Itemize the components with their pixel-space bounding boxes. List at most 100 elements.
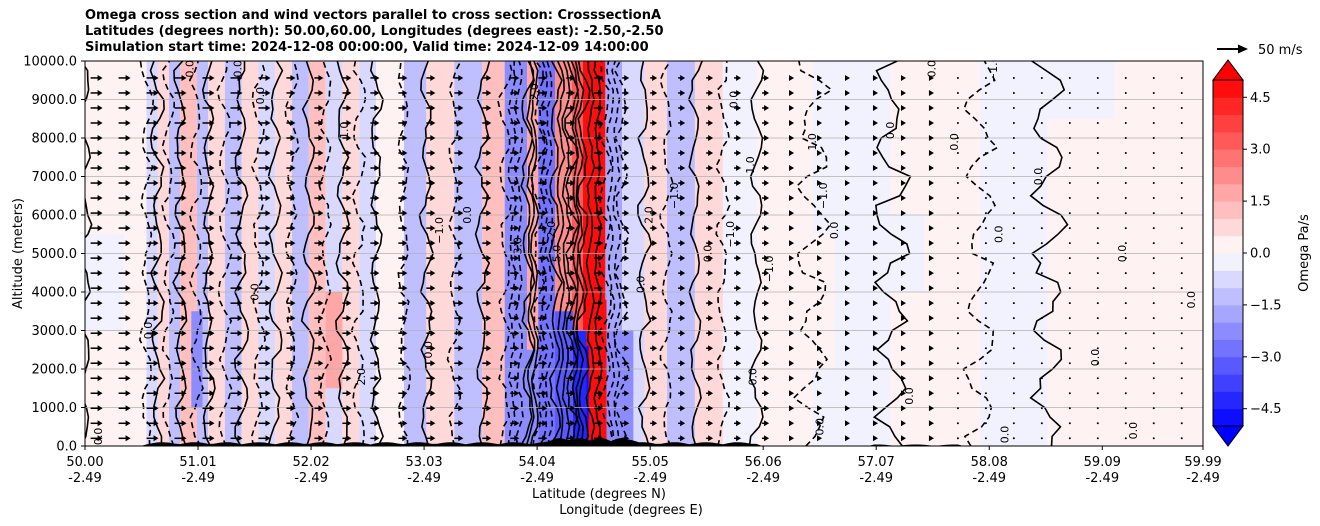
wind-vector-head-191 bbox=[290, 195, 296, 202]
wind-vector-head-288 bbox=[402, 240, 408, 247]
wind-vector-head-383 bbox=[514, 315, 520, 322]
wind-vector-912 bbox=[1096, 257, 1099, 260]
wind-vector-927 bbox=[1124, 407, 1127, 410]
contour-label-32: 0.0 bbox=[903, 387, 916, 405]
wind-vector-head-341 bbox=[458, 195, 464, 202]
wind-vector-head-36 bbox=[125, 270, 131, 277]
wind-vector-849 bbox=[1012, 76, 1015, 79]
wind-vector-head-252 bbox=[374, 405, 380, 412]
wind-vector-head-725 bbox=[900, 435, 906, 442]
contour-line-29 bbox=[544, 61, 555, 446]
wind-vector-941 bbox=[1124, 197, 1127, 200]
wind-vector-955 bbox=[1152, 362, 1155, 365]
wind-vector-head-104 bbox=[209, 375, 215, 382]
wind-vector-head-462 bbox=[598, 255, 604, 262]
wind-vector-head-753 bbox=[928, 390, 934, 397]
wind-vector-863 bbox=[1040, 242, 1043, 245]
wind-vector-head-392 bbox=[514, 180, 520, 187]
wind-vector-head-47 bbox=[125, 104, 131, 111]
wind-vector-head-516 bbox=[652, 195, 658, 202]
wind-vector-head-177 bbox=[290, 405, 296, 412]
wind-vector-897 bbox=[1068, 106, 1071, 109]
wind-vector-head-308 bbox=[430, 315, 436, 322]
wind-vector-head-589 bbox=[736, 225, 742, 232]
wind-vector-802 bbox=[984, 407, 987, 410]
wind-vector-940 bbox=[1124, 212, 1127, 215]
wind-vector-head-285 bbox=[402, 285, 408, 292]
wind-vector-951 bbox=[1152, 422, 1155, 425]
wind-vector-head-38 bbox=[125, 240, 131, 247]
wind-vector-861 bbox=[1040, 272, 1043, 275]
colorbar-extend-bottom bbox=[1212, 425, 1244, 447]
wind-vector-head-727 bbox=[900, 405, 906, 412]
wind-vector-957 bbox=[1152, 332, 1155, 335]
wind-vector-head-423 bbox=[542, 89, 548, 96]
wind-vector-926 bbox=[1124, 422, 1127, 425]
wind-vector-head-637 bbox=[789, 255, 795, 262]
wind-vector-head-742 bbox=[900, 180, 906, 187]
wind-vector-head-458 bbox=[598, 315, 604, 322]
wind-vector-818 bbox=[984, 167, 987, 170]
wind-vector-head-679 bbox=[845, 375, 851, 382]
wind-vector-head-237 bbox=[346, 255, 352, 262]
wind-vector-head-500 bbox=[652, 435, 658, 442]
wind-vector-head-239 bbox=[346, 225, 352, 232]
colorbar-segment-18 bbox=[1213, 97, 1243, 116]
wind-vector-head-257 bbox=[374, 330, 380, 337]
wind-vector-head-57 bbox=[153, 330, 159, 337]
wind-vector-head-605 bbox=[764, 360, 770, 367]
wind-vector-head-419 bbox=[542, 150, 548, 157]
wind-vector-head-81 bbox=[181, 345, 187, 352]
wind-vector-head-111 bbox=[209, 270, 215, 277]
wind-vector-843 bbox=[1012, 167, 1015, 170]
wind-vector-956 bbox=[1152, 347, 1155, 350]
wind-vector-head-115 bbox=[209, 210, 215, 217]
wind-vector-988 bbox=[1180, 242, 1183, 245]
wind-vector-965 bbox=[1152, 212, 1155, 215]
wind-vector-head-401 bbox=[542, 420, 548, 427]
wind-vector-head-276 bbox=[402, 420, 408, 427]
wind-vector-head-373 bbox=[486, 89, 492, 96]
wind-vector-head-592 bbox=[736, 180, 742, 187]
wind-vector-head-227 bbox=[346, 405, 352, 412]
wind-vector-head-292 bbox=[402, 180, 408, 187]
wind-vector-head-293 bbox=[402, 165, 408, 172]
wind-vector-865 bbox=[1040, 212, 1043, 215]
wind-vector-head-602 bbox=[764, 405, 770, 412]
wind-vector-head-53 bbox=[153, 390, 159, 397]
wind-vector-815 bbox=[984, 212, 987, 215]
wind-vector-head-178 bbox=[290, 390, 296, 397]
wind-vector-head-149 bbox=[237, 74, 243, 81]
wind-vector-head-327 bbox=[458, 405, 464, 412]
wind-vector-head-569 bbox=[708, 150, 714, 157]
wind-vector-829 bbox=[1012, 377, 1015, 380]
wind-vector-head-396 bbox=[514, 119, 520, 126]
wind-vector-head-603 bbox=[764, 390, 770, 397]
wind-vector-head-144 bbox=[237, 150, 243, 157]
wind-vector-head-744 bbox=[900, 150, 906, 157]
x-tick-lat-label-7: 57.07 bbox=[858, 455, 895, 470]
contour-label-10: 2.0 bbox=[642, 206, 655, 224]
wind-vector-head-186 bbox=[290, 270, 296, 277]
wind-vector-head-271 bbox=[374, 119, 380, 126]
wind-vector-head-165 bbox=[265, 210, 271, 217]
wind-vector-head-139 bbox=[237, 225, 243, 232]
wind-vector-884 bbox=[1068, 302, 1071, 305]
wind-vector-head-269 bbox=[374, 150, 380, 157]
wind-vector-858 bbox=[1040, 317, 1043, 320]
wind-vector-head-453 bbox=[598, 390, 604, 397]
wind-vector-head-332 bbox=[458, 330, 464, 337]
wind-vector-788 bbox=[956, 242, 959, 245]
wind-vector-head-242 bbox=[346, 180, 352, 187]
wind-vector-head-51 bbox=[153, 420, 159, 427]
wind-vector-head-268 bbox=[374, 165, 380, 172]
wind-vector-head-348 bbox=[458, 89, 464, 96]
wind-vector-847 bbox=[1012, 106, 1015, 109]
wind-vector-head-0 bbox=[97, 435, 103, 442]
wind-vector-head-208 bbox=[318, 315, 324, 322]
wind-vector-head-557 bbox=[708, 330, 714, 337]
wind-vector-head-163 bbox=[265, 240, 271, 247]
wind-vector-head-23 bbox=[97, 89, 103, 96]
wind-vector-837 bbox=[1012, 257, 1015, 260]
